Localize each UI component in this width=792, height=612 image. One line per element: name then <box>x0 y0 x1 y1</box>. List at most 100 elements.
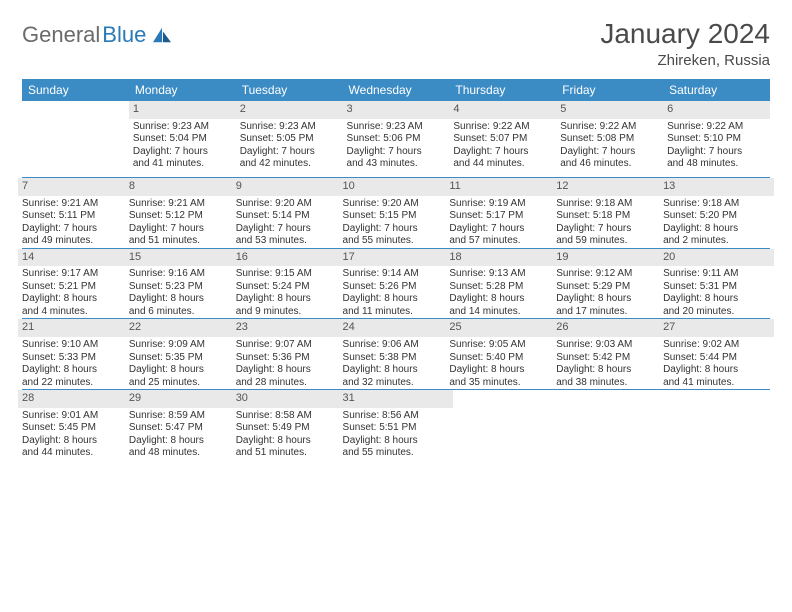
daylight-line: and 51 minutes. <box>129 235 236 248</box>
sunrise-line: Sunrise: 9:22 AM <box>453 121 552 134</box>
sunrise-line: Sunrise: 9:20 AM <box>343 198 450 211</box>
week-row: 1 Sunrise: 9:23 AM Sunset: 5:04 PM Daylight… <box>22 101 770 177</box>
calendar-table: Sunday Monday Tuesday Wednesday Thursday… <box>22 79 770 460</box>
daylight-line: and 11 minutes. <box>343 306 450 319</box>
day-cell: 10Sunrise: 9:20 AMSunset: 5:15 PMDayligh… <box>343 177 450 248</box>
daylight-line: and 41 minutes. <box>133 158 232 171</box>
sunrise-line: Sunrise: 9:23 AM <box>240 121 339 134</box>
sunrise-line: Sunrise: 9:10 AM <box>22 339 129 352</box>
day-number: 16 <box>232 249 347 267</box>
sunset-line: Sunset: 5:04 PM <box>133 133 232 146</box>
daylight-line: and 51 minutes. <box>236 447 343 460</box>
daylight-line: Daylight: 8 hours <box>556 293 663 306</box>
day-number: 1 <box>129 101 236 119</box>
sunrise-line: Sunrise: 8:58 AM <box>236 410 343 423</box>
daylight-line: and 44 minutes. <box>22 447 129 460</box>
daylight-line: and 59 minutes. <box>556 235 663 248</box>
day-number: 5 <box>556 101 663 119</box>
daylight-line: Daylight: 8 hours <box>556 364 663 377</box>
daylight-line: and 35 minutes. <box>449 377 556 390</box>
day-cell: 24Sunrise: 9:06 AMSunset: 5:38 PMDayligh… <box>343 319 450 390</box>
sunset-line: Sunset: 5:18 PM <box>556 210 663 223</box>
daylight-line: Daylight: 7 hours <box>560 146 659 159</box>
day-cell: 14Sunrise: 9:17 AMSunset: 5:21 PMDayligh… <box>22 248 129 319</box>
sunrise-line: Sunrise: 9:18 AM <box>663 198 770 211</box>
day-number: 4 <box>449 101 556 119</box>
sunset-line: Sunset: 5:26 PM <box>343 281 450 294</box>
brand-part2: Blue <box>102 22 146 48</box>
day-number: 24 <box>339 319 454 337</box>
daylight-line: and 25 minutes. <box>129 377 236 390</box>
day-cell: 29Sunrise: 8:59 AMSunset: 5:47 PMDayligh… <box>129 390 236 460</box>
sunset-line: Sunset: 5:23 PM <box>129 281 236 294</box>
day-number: 15 <box>125 249 240 267</box>
sunrise-line: Sunrise: 9:23 AM <box>347 121 446 134</box>
day-number: 14 <box>18 249 133 267</box>
day-cell: 26Sunrise: 9:03 AMSunset: 5:42 PMDayligh… <box>556 319 663 390</box>
day-number: 13 <box>659 178 774 196</box>
sunrise-line: Sunrise: 9:18 AM <box>556 198 663 211</box>
sunrise-line: Sunrise: 9:09 AM <box>129 339 236 352</box>
daylight-line: Daylight: 7 hours <box>347 146 446 159</box>
sunrise-line: Sunrise: 9:03 AM <box>556 339 663 352</box>
daylight-line: and 53 minutes. <box>236 235 343 248</box>
dayhead-sun: Sunday <box>22 79 129 101</box>
daylight-line: Daylight: 8 hours <box>663 223 770 236</box>
sunrise-line: Sunrise: 8:56 AM <box>343 410 450 423</box>
daylight-line: and 20 minutes. <box>663 306 770 319</box>
day-cell: 15Sunrise: 9:16 AMSunset: 5:23 PMDayligh… <box>129 248 236 319</box>
day-cell: 6Sunrise: 9:22 AMSunset: 5:10 PMDaylight… <box>663 101 770 177</box>
daylight-line: Daylight: 7 hours <box>556 223 663 236</box>
daylight-line: and 42 minutes. <box>240 158 339 171</box>
day-cell: 12Sunrise: 9:18 AMSunset: 5:18 PMDayligh… <box>556 177 663 248</box>
day-cell <box>449 390 556 460</box>
day-number: 21 <box>18 319 133 337</box>
sunrise-line: Sunrise: 9:13 AM <box>449 268 556 281</box>
daylight-line: Daylight: 8 hours <box>343 435 450 448</box>
day-cell: 17Sunrise: 9:14 AMSunset: 5:26 PMDayligh… <box>343 248 450 319</box>
sunset-line: Sunset: 5:47 PM <box>129 422 236 435</box>
daylight-line: and 4 minutes. <box>22 306 129 319</box>
sunrise-line: Sunrise: 9:12 AM <box>556 268 663 281</box>
sunrise-line: Sunrise: 9:21 AM <box>129 198 236 211</box>
sunset-line: Sunset: 5:49 PM <box>236 422 343 435</box>
sunset-line: Sunset: 5:38 PM <box>343 352 450 365</box>
day-cell: 27Sunrise: 9:02 AMSunset: 5:44 PMDayligh… <box>663 319 770 390</box>
sunset-line: Sunset: 5:45 PM <box>22 422 129 435</box>
sunrise-line: Sunrise: 9:02 AM <box>663 339 770 352</box>
daylight-line: Daylight: 8 hours <box>22 293 129 306</box>
daylight-line: and 41 minutes. <box>663 377 770 390</box>
daylight-line: and 32 minutes. <box>343 377 450 390</box>
sunrise-line: Sunrise: 9:16 AM <box>129 268 236 281</box>
day-cell: 1Sunrise: 9:23 AMSunset: 5:04 PMDaylight… <box>129 101 236 177</box>
day-number: 19 <box>552 249 667 267</box>
daylight-line: Daylight: 7 hours <box>343 223 450 236</box>
day-cell: 9Sunrise: 9:20 AMSunset: 5:14 PMDaylight… <box>236 177 343 248</box>
week-row: 14Sunrise: 9:17 AMSunset: 5:21 PMDayligh… <box>22 248 770 319</box>
day-number: 23 <box>232 319 347 337</box>
header: GeneralBlue January 2024 Zhireken, Russi… <box>22 18 770 69</box>
day-number: 20 <box>659 249 774 267</box>
daylight-line: Daylight: 7 hours <box>453 146 552 159</box>
daylight-line: Daylight: 8 hours <box>236 293 343 306</box>
day-number: 7 <box>18 178 133 196</box>
week-row: 21Sunrise: 9:10 AMSunset: 5:33 PMDayligh… <box>22 319 770 390</box>
daylight-line: and 17 minutes. <box>556 306 663 319</box>
day-cell: 21Sunrise: 9:10 AMSunset: 5:33 PMDayligh… <box>22 319 129 390</box>
sunrise-line: Sunrise: 9:01 AM <box>22 410 129 423</box>
day-number: 11 <box>445 178 560 196</box>
daylight-line: Daylight: 7 hours <box>667 146 766 159</box>
daylight-line: and 57 minutes. <box>449 235 556 248</box>
daylight-line: Daylight: 8 hours <box>449 364 556 377</box>
sunrise-line: Sunrise: 9:17 AM <box>22 268 129 281</box>
day-cell: 16Sunrise: 9:15 AMSunset: 5:24 PMDayligh… <box>236 248 343 319</box>
day-cell <box>556 390 663 460</box>
sunset-line: Sunset: 5:07 PM <box>453 133 552 146</box>
day-cell: 30Sunrise: 8:58 AMSunset: 5:49 PMDayligh… <box>236 390 343 460</box>
daylight-line: Daylight: 8 hours <box>343 364 450 377</box>
sunset-line: Sunset: 5:10 PM <box>667 133 766 146</box>
day-number: 28 <box>18 390 133 408</box>
day-cell: 19Sunrise: 9:12 AMSunset: 5:29 PMDayligh… <box>556 248 663 319</box>
title-block: January 2024 Zhireken, Russia <box>600 18 770 69</box>
daylight-line: Daylight: 8 hours <box>236 364 343 377</box>
